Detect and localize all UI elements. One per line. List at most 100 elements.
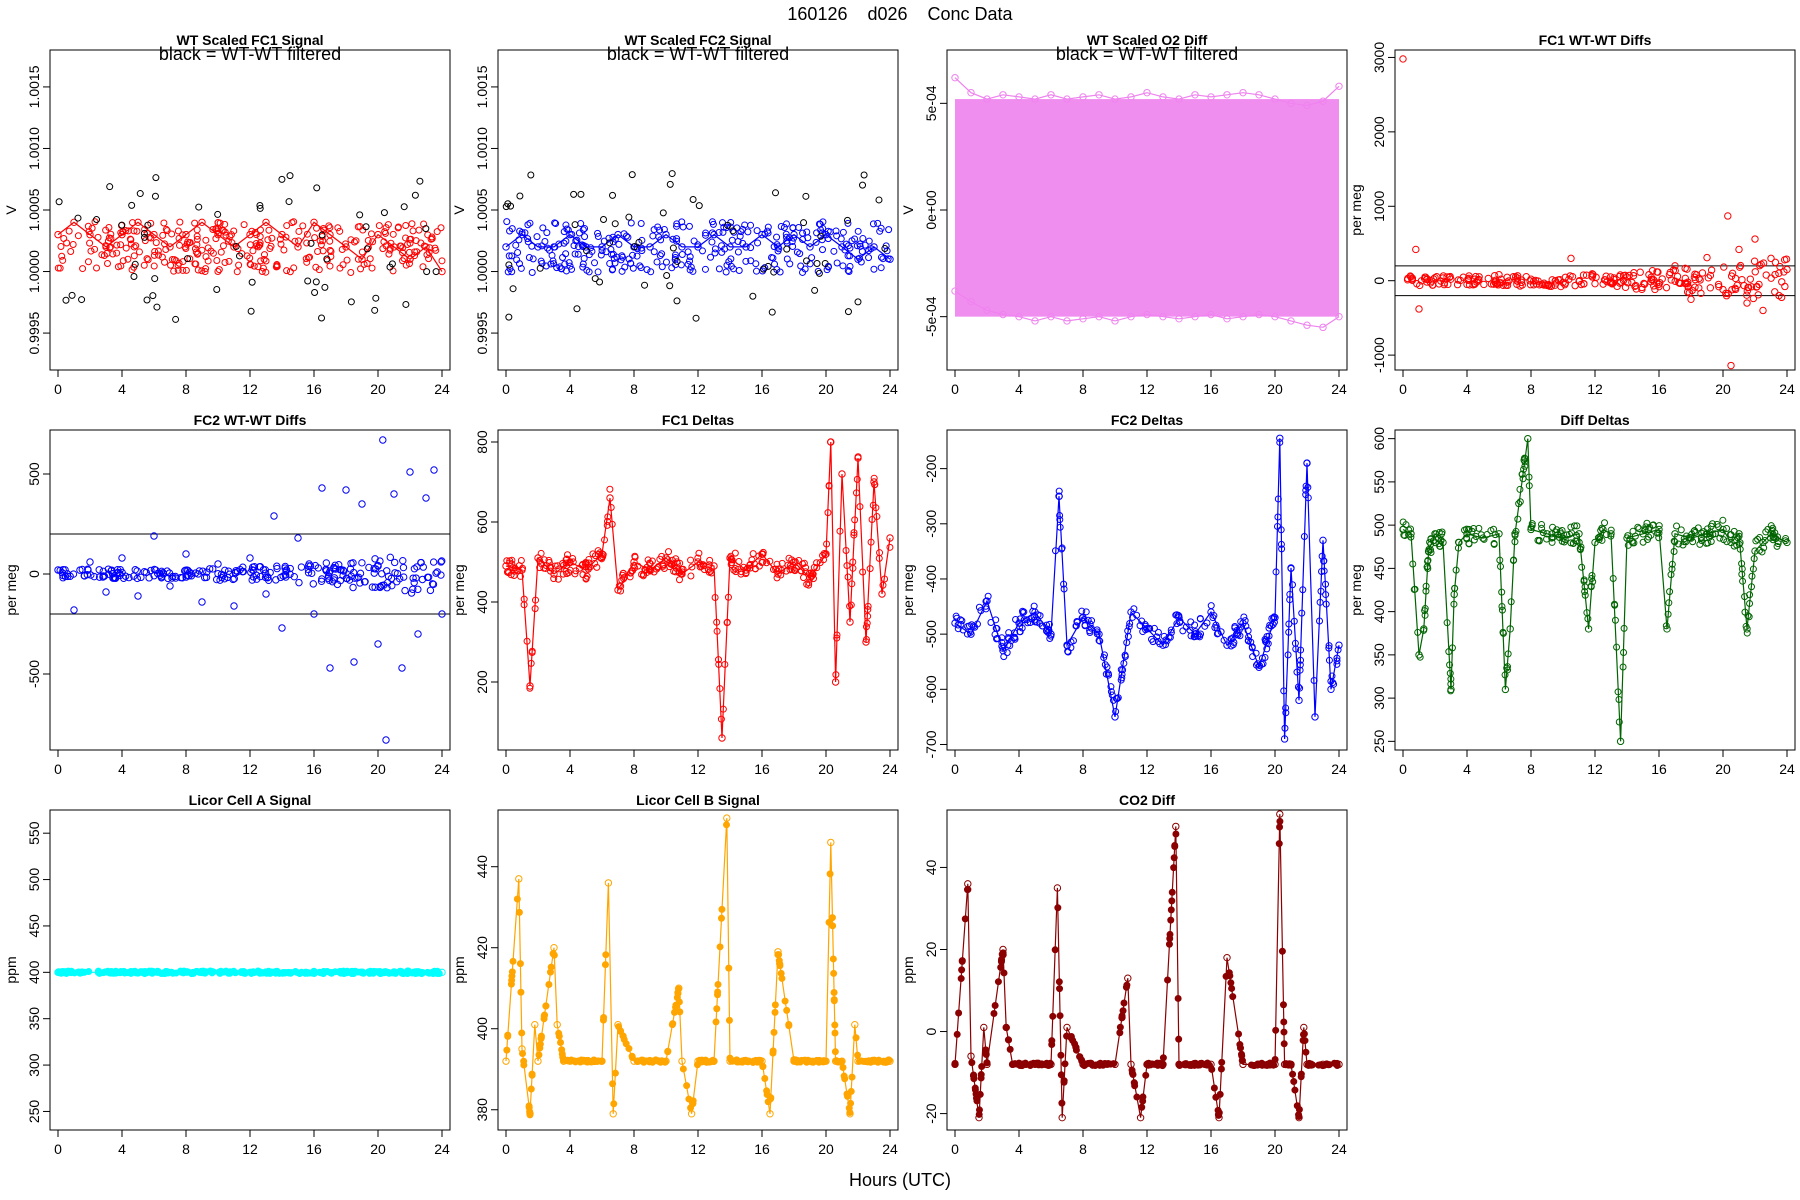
data-point	[1139, 1097, 1147, 1105]
data-point	[708, 229, 716, 237]
data-point	[1168, 897, 1176, 905]
data-point	[247, 261, 255, 269]
x-tick-label: 8	[630, 381, 638, 397]
data-point	[1754, 535, 1762, 543]
data-point	[958, 957, 966, 965]
data-point	[1735, 540, 1743, 548]
data-point	[829, 955, 837, 963]
data-point	[608, 250, 616, 258]
data-point	[186, 255, 194, 263]
data-point	[357, 265, 365, 273]
x-tick-label: 24	[434, 381, 450, 397]
filtered-point	[509, 285, 517, 293]
data-point	[1122, 983, 1130, 991]
y-tick-label: 1000	[1371, 190, 1387, 221]
data-point	[1587, 582, 1595, 590]
data-point	[1440, 279, 1449, 287]
data-point	[508, 268, 516, 276]
data-point	[1082, 608, 1090, 616]
data-point	[1758, 548, 1766, 556]
data-point	[414, 630, 422, 638]
data-point	[1405, 531, 1413, 539]
data-point	[221, 566, 229, 575]
filtered-point	[140, 229, 148, 237]
data-point	[117, 241, 125, 249]
data-point	[1557, 530, 1565, 538]
data-point	[1446, 669, 1454, 677]
data-point	[678, 243, 686, 251]
data-point	[317, 577, 326, 585]
data-point	[1258, 654, 1266, 662]
data-point	[1745, 613, 1753, 621]
filtered-point	[815, 269, 823, 277]
x-tick-label: 0	[951, 1141, 959, 1157]
data-point	[520, 1061, 528, 1069]
filtered-point	[232, 242, 240, 250]
data-point	[848, 580, 856, 588]
data-point	[1757, 260, 1765, 269]
data-point	[255, 563, 264, 571]
data-point	[1584, 615, 1592, 623]
x-tick-label: 12	[1587, 761, 1603, 777]
data-point	[952, 612, 960, 620]
data-point	[1584, 625, 1593, 633]
x-tick-label: 12	[690, 1141, 706, 1157]
data-point	[730, 566, 738, 574]
data-point	[1055, 978, 1063, 986]
data-point	[1743, 291, 1751, 299]
filtered-point	[668, 170, 676, 178]
data-point	[311, 234, 319, 242]
data-point	[519, 1049, 527, 1057]
data-point	[125, 573, 133, 582]
y-tick-label: 1.0005	[474, 188, 490, 231]
data-point	[67, 248, 75, 256]
data-point	[609, 265, 617, 273]
data-point	[347, 572, 356, 580]
data-point	[1707, 266, 1716, 274]
data-point	[1749, 294, 1758, 303]
filtered-point	[666, 282, 674, 290]
data-point	[774, 951, 782, 959]
data-point	[1172, 822, 1180, 831]
x-tick-label: 12	[1139, 381, 1155, 397]
data-point	[1335, 641, 1343, 649]
data-point	[597, 554, 605, 562]
data-point	[638, 247, 646, 255]
data-point	[617, 587, 625, 595]
plot-frame	[1394, 49, 1796, 371]
data-point	[326, 262, 334, 270]
data-point	[1176, 619, 1184, 627]
data-point	[633, 252, 641, 260]
data-point	[57, 242, 65, 250]
data-point	[1058, 1113, 1066, 1122]
data-point	[70, 218, 78, 227]
data-point	[660, 225, 668, 233]
data-point	[175, 241, 183, 249]
data-point	[140, 568, 149, 576]
y-axis-label: per meg	[3, 564, 19, 615]
data-point	[198, 267, 206, 275]
data-point	[1527, 524, 1535, 532]
data-point	[375, 222, 383, 230]
data-point	[1601, 519, 1609, 527]
data-point	[1696, 540, 1704, 548]
x-tick-label: 24	[1331, 1141, 1347, 1157]
x-tick-label: 20	[370, 761, 386, 777]
data-point	[554, 575, 562, 583]
data-point	[526, 219, 534, 227]
data-point	[853, 475, 861, 483]
data-point	[409, 574, 417, 582]
data-point	[1325, 644, 1333, 652]
data-point	[1421, 273, 1430, 281]
data-point	[1063, 317, 1071, 325]
data-point	[856, 503, 864, 511]
data-point	[1030, 602, 1038, 610]
data-point	[1328, 672, 1336, 680]
data-point	[239, 563, 247, 571]
data-point	[1060, 585, 1068, 593]
data-point	[56, 566, 64, 575]
filtered-point	[78, 296, 86, 304]
data-point	[1223, 91, 1231, 99]
y-tick-label: 5e-04	[923, 85, 939, 121]
data-point	[704, 566, 712, 574]
